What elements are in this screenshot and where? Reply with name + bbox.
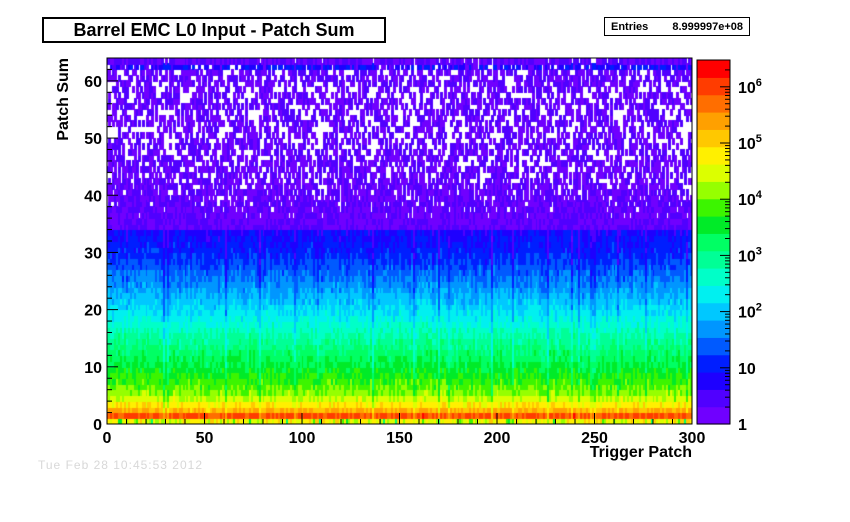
y-tick-label: 50 (84, 131, 102, 148)
y-tick-label: 60 (84, 74, 102, 91)
y-axis-title: Patch Sum (55, 58, 72, 141)
z-tick-label: 10 (738, 361, 756, 378)
chart-title: Barrel EMC L0 Input - Patch Sum (42, 17, 386, 43)
x-tick-label: 150 (386, 430, 413, 447)
stats-entries-value: 8.999997e+08 (672, 20, 743, 33)
color-scale-band (697, 60, 730, 78)
x-tick-label: 0 (103, 430, 112, 447)
y-tick-label: 20 (84, 303, 102, 320)
color-scale-band (697, 302, 730, 321)
color-scale-band (697, 320, 730, 338)
color-scale-frame (696, 59, 731, 425)
timestamp-footer: Tue Feb 28 10:45:53 2012 (38, 458, 203, 472)
color-scale-band (697, 146, 730, 165)
color-scale-band (697, 372, 730, 390)
x-tick-label: 300 (679, 430, 706, 447)
x-tick-label: 50 (196, 430, 214, 447)
x-tick-label: 250 (581, 430, 608, 447)
color-scale-band (697, 268, 730, 286)
x-tick-label: 100 (289, 430, 316, 447)
color-scale-band (697, 94, 730, 113)
color-scale-band (697, 216, 730, 234)
color-scale-band (697, 198, 730, 217)
y-tick-label: 10 (84, 360, 102, 377)
color-scale-band (697, 129, 730, 148)
z-tick-label: 106 (738, 77, 762, 97)
y-tick-label: 40 (84, 188, 102, 205)
x-axis-title: Trigger Patch (590, 444, 692, 461)
heatmap-cells (107, 58, 692, 424)
z-tick-label: 104 (738, 189, 763, 209)
color-scale-band (697, 77, 730, 96)
y-tick-label: 0 (93, 417, 102, 434)
z-tick-label: 105 (738, 133, 762, 153)
x-tick-label: 200 (484, 430, 511, 447)
stats-box: Entries 8.999997e+08 (604, 17, 750, 36)
color-scale-band (697, 337, 730, 356)
color-scale-band (697, 164, 730, 182)
color-scale-band (697, 285, 730, 304)
color-scale-band (697, 389, 730, 408)
z-tick-label: 1 (738, 417, 747, 434)
z-tick-label: 102 (738, 302, 762, 322)
color-scale-band (697, 181, 730, 200)
color-scale-band (697, 406, 730, 425)
color-scale-band (697, 250, 730, 269)
color-scale-band (697, 112, 730, 130)
z-tick-label: 103 (738, 245, 762, 265)
color-scale-band (697, 233, 730, 252)
y-tick-label: 30 (84, 245, 102, 262)
stats-entries-label: Entries (611, 20, 649, 33)
